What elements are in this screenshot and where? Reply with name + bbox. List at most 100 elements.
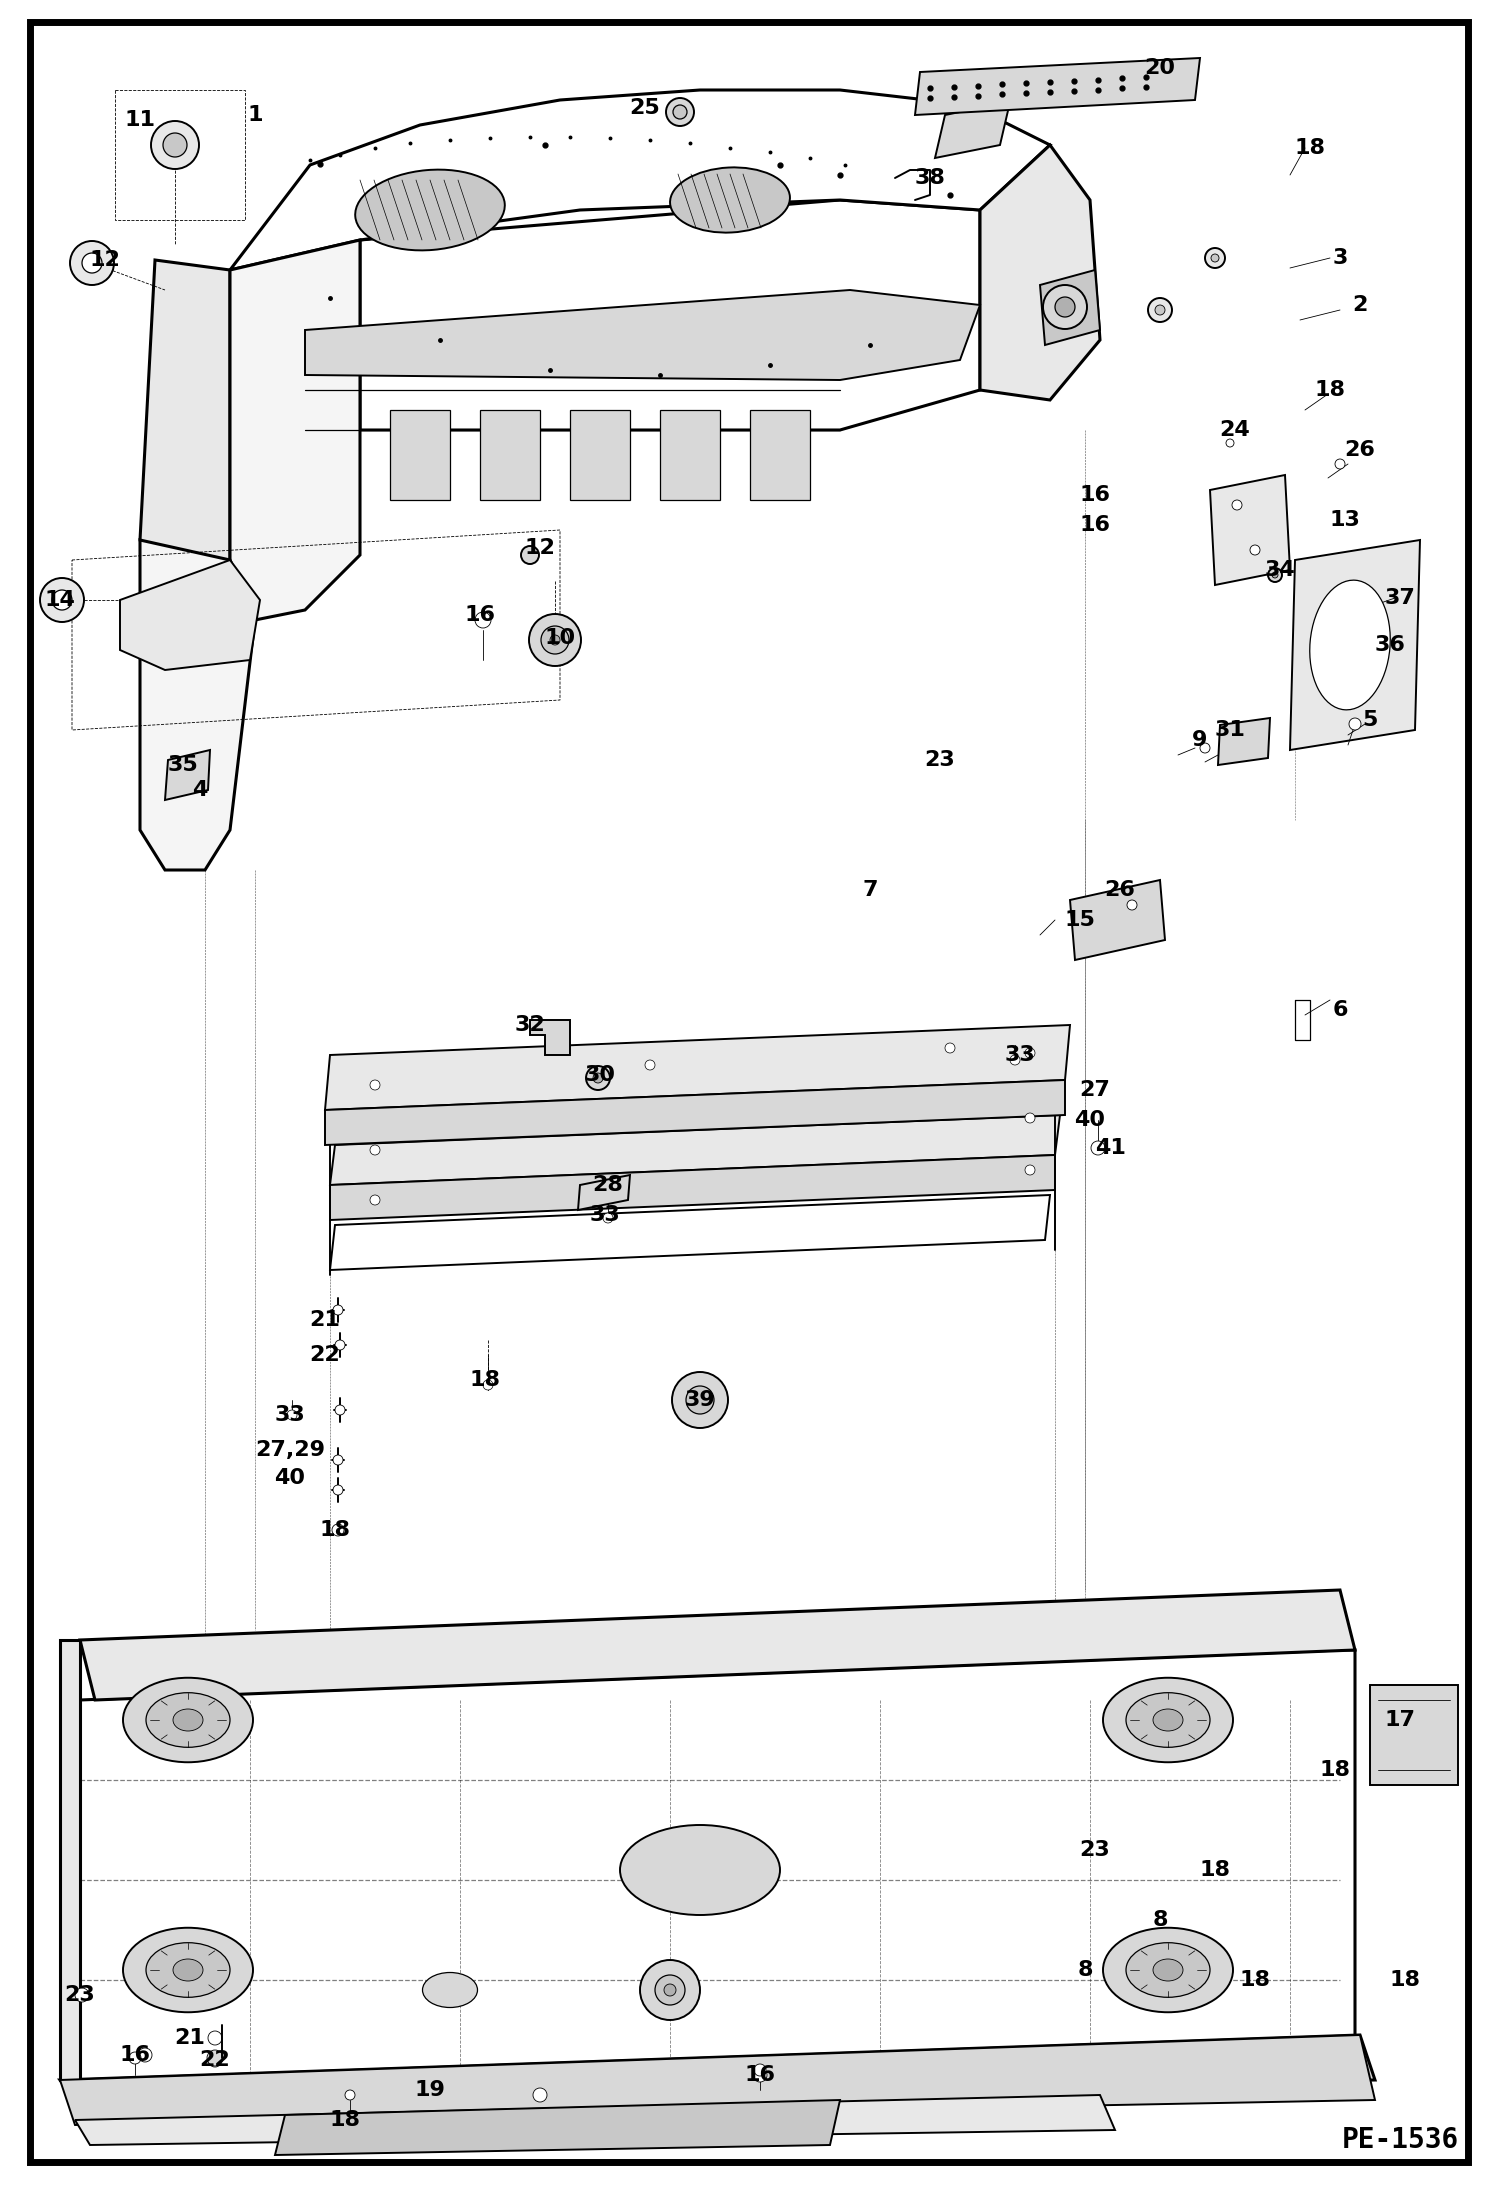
Polygon shape (30, 22, 1468, 2161)
Text: 6: 6 (1332, 1000, 1348, 1020)
Circle shape (664, 1983, 676, 1997)
Circle shape (208, 2054, 222, 2067)
Circle shape (550, 634, 560, 645)
Text: 22: 22 (310, 1345, 340, 1365)
Circle shape (1025, 1165, 1035, 1176)
Text: 26: 26 (1345, 441, 1375, 461)
Circle shape (753, 2065, 765, 2076)
Polygon shape (139, 261, 231, 621)
Text: 19: 19 (415, 2080, 445, 2100)
Circle shape (1025, 1049, 1035, 1058)
Text: 30: 30 (584, 1064, 616, 1086)
Circle shape (586, 1066, 610, 1090)
Text: 18: 18 (1239, 1970, 1270, 1990)
Circle shape (673, 105, 688, 118)
Text: 17: 17 (1384, 1709, 1416, 1731)
Polygon shape (1218, 717, 1270, 766)
Polygon shape (330, 1196, 1050, 1270)
Text: 1: 1 (247, 105, 262, 125)
Polygon shape (120, 559, 261, 669)
Circle shape (1043, 285, 1088, 329)
Text: 33: 33 (274, 1404, 306, 1424)
Polygon shape (60, 2036, 1375, 2126)
Circle shape (138, 2047, 151, 2062)
Circle shape (646, 1060, 655, 1071)
Circle shape (482, 1380, 493, 1391)
Text: 27,29: 27,29 (255, 1439, 325, 1459)
Text: 34: 34 (1264, 559, 1296, 579)
Text: 28: 28 (593, 1176, 623, 1196)
Ellipse shape (422, 1972, 478, 2008)
Circle shape (1231, 500, 1242, 509)
Text: 41: 41 (1095, 1139, 1125, 1158)
Polygon shape (1371, 1685, 1458, 1786)
Text: 7: 7 (863, 880, 878, 900)
Circle shape (655, 1975, 685, 2005)
Ellipse shape (670, 167, 789, 233)
Text: 24: 24 (1219, 419, 1251, 441)
Circle shape (667, 99, 694, 125)
Text: 22: 22 (199, 2049, 231, 2069)
Text: 40: 40 (274, 1468, 306, 1488)
Text: 2: 2 (1353, 294, 1368, 316)
Text: 4: 4 (192, 781, 208, 801)
Polygon shape (479, 410, 539, 500)
Polygon shape (661, 410, 721, 500)
Ellipse shape (172, 1959, 204, 1981)
Text: 16: 16 (464, 606, 496, 625)
Polygon shape (276, 2100, 840, 2155)
Text: 40: 40 (1074, 1110, 1106, 1130)
Circle shape (1147, 298, 1171, 323)
Circle shape (1350, 717, 1362, 731)
Circle shape (336, 1404, 345, 1415)
Ellipse shape (172, 1709, 204, 1731)
Ellipse shape (1153, 1709, 1183, 1731)
Text: 13: 13 (1330, 509, 1360, 531)
Circle shape (1335, 459, 1345, 470)
Polygon shape (1290, 540, 1420, 750)
Circle shape (1272, 573, 1278, 577)
Circle shape (533, 2089, 547, 2102)
Circle shape (208, 2032, 222, 2045)
Ellipse shape (123, 1929, 253, 2012)
Polygon shape (330, 1115, 1061, 1185)
Text: 39: 39 (685, 1391, 716, 1411)
Ellipse shape (145, 1694, 231, 1746)
Circle shape (1210, 255, 1219, 261)
Text: 33: 33 (1005, 1044, 1035, 1064)
Polygon shape (231, 239, 360, 621)
Ellipse shape (145, 1942, 231, 1997)
Ellipse shape (1126, 1694, 1210, 1746)
Circle shape (1225, 439, 1234, 448)
Circle shape (1025, 1112, 1035, 1123)
Ellipse shape (1126, 1942, 1210, 1997)
Circle shape (593, 1073, 604, 1084)
Polygon shape (1040, 270, 1100, 344)
Text: 14: 14 (45, 590, 75, 610)
Polygon shape (389, 410, 449, 500)
Circle shape (163, 134, 187, 158)
Circle shape (945, 1042, 956, 1053)
Polygon shape (306, 290, 980, 380)
Text: 16: 16 (1080, 485, 1110, 505)
Circle shape (604, 1213, 613, 1222)
Circle shape (1249, 544, 1260, 555)
Text: 33: 33 (590, 1205, 620, 1224)
Circle shape (288, 1411, 297, 1420)
Text: 31: 31 (1215, 720, 1245, 739)
Text: PE-1536: PE-1536 (1341, 2126, 1459, 2155)
Ellipse shape (620, 1825, 780, 1915)
Polygon shape (139, 540, 255, 871)
Circle shape (1010, 1055, 1020, 1064)
Polygon shape (330, 1154, 1055, 1220)
Ellipse shape (123, 1678, 253, 1762)
Circle shape (207, 2049, 223, 2067)
Text: 18: 18 (1320, 1760, 1351, 1779)
Text: 3: 3 (1332, 248, 1348, 268)
Polygon shape (75, 2095, 1115, 2146)
Polygon shape (60, 2036, 1375, 2100)
Circle shape (52, 590, 72, 610)
Polygon shape (79, 1591, 1356, 1700)
Ellipse shape (1103, 1929, 1233, 2012)
Text: 32: 32 (515, 1016, 545, 1036)
